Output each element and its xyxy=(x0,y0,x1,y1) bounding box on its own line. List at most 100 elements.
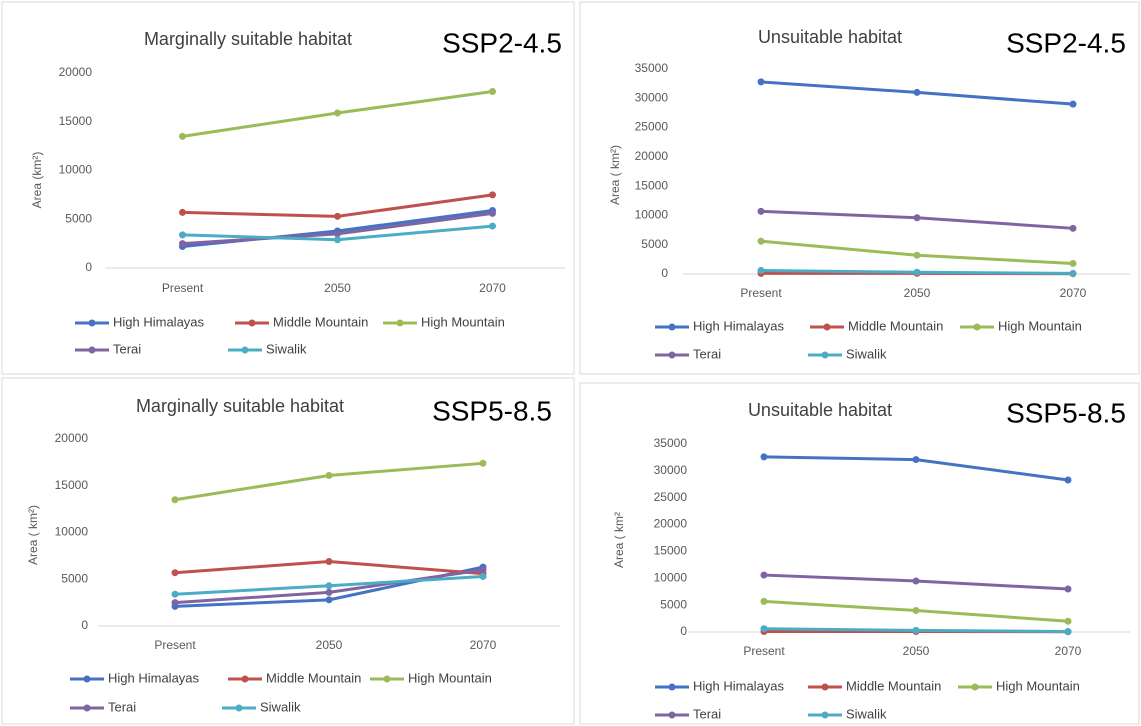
y-tick-label: 0 xyxy=(680,624,687,638)
legend-marker xyxy=(668,351,676,359)
point xyxy=(325,557,333,565)
point xyxy=(760,453,768,461)
y-tick-label: 25000 xyxy=(635,120,669,134)
chart-title: Unsuitable habitat xyxy=(758,27,902,47)
point xyxy=(913,88,921,96)
scenario-label: SSP2-4.5 xyxy=(442,27,562,58)
chart-title: Marginally suitable habitat xyxy=(144,29,352,49)
legend-marker xyxy=(241,675,249,683)
y-tick-label: 15000 xyxy=(59,114,93,128)
legend-marker xyxy=(88,319,96,327)
point xyxy=(1064,476,1072,484)
y-tick-label: 20000 xyxy=(55,431,89,445)
y-tick-label: 5000 xyxy=(660,597,687,611)
point xyxy=(760,597,768,605)
point xyxy=(171,569,179,577)
point xyxy=(325,471,333,479)
point xyxy=(325,588,333,596)
legend-label: High Mountain xyxy=(421,314,505,329)
point xyxy=(334,212,341,220)
point xyxy=(325,596,333,604)
legend-label: High Himalayas xyxy=(113,314,205,329)
x-tick-label: 2070 xyxy=(470,638,497,652)
point xyxy=(1069,259,1077,267)
panel-border xyxy=(1,1,575,375)
y-tick-label: 20000 xyxy=(654,517,688,531)
legend-marker xyxy=(241,346,249,354)
legend-marker xyxy=(668,323,676,331)
chart-title: Marginally suitable habitat xyxy=(136,396,344,416)
y-tick-label: 10000 xyxy=(55,525,89,539)
y-tick-label: 0 xyxy=(81,618,88,632)
legend-label: High Mountain xyxy=(996,678,1080,693)
legend-marker xyxy=(823,323,831,331)
x-tick-label: 2050 xyxy=(904,286,931,300)
point xyxy=(913,251,921,259)
legend-marker xyxy=(235,704,243,712)
legend-marker xyxy=(668,683,676,691)
point xyxy=(489,222,496,230)
y-tick-label: 35000 xyxy=(635,61,669,75)
legend-label: Middle Mountain xyxy=(848,318,943,333)
point xyxy=(1069,100,1077,108)
y-tick-label: 35000 xyxy=(654,436,688,450)
x-tick-label: Present xyxy=(162,281,204,295)
x-tick-label: 2050 xyxy=(316,638,343,652)
legend-marker xyxy=(396,319,404,327)
point xyxy=(489,191,496,199)
legend-label: Middle Mountain xyxy=(846,678,941,693)
legend-marker xyxy=(821,683,829,691)
point xyxy=(489,209,496,217)
point xyxy=(334,236,341,244)
legend-label: Siwalik xyxy=(266,341,307,356)
legend-label: Siwalik xyxy=(260,699,301,714)
panel-border xyxy=(579,382,1140,725)
legend-label: Middle Mountain xyxy=(266,670,361,685)
y-tick-label: 0 xyxy=(661,266,668,280)
x-tick-label: 2050 xyxy=(324,281,351,295)
point xyxy=(757,237,765,245)
y-axis-label: Area (km²) xyxy=(30,152,44,209)
point xyxy=(1069,269,1077,277)
point xyxy=(913,214,921,222)
point xyxy=(1064,585,1072,593)
point xyxy=(757,266,765,274)
point xyxy=(179,240,186,248)
x-tick-label: 2070 xyxy=(1060,286,1087,300)
x-tick-label: 2050 xyxy=(903,644,930,658)
point xyxy=(760,571,768,579)
y-tick-label: 10000 xyxy=(635,208,669,222)
x-tick-label: Present xyxy=(740,286,782,300)
panel-border xyxy=(579,1,1140,375)
point xyxy=(912,626,920,634)
point xyxy=(489,88,496,96)
y-tick-label: 5000 xyxy=(641,237,668,251)
legend-label: High Himalayas xyxy=(108,670,200,685)
point xyxy=(325,582,333,590)
point xyxy=(179,132,186,140)
legend-marker xyxy=(88,346,96,354)
point xyxy=(1064,617,1072,625)
legend-marker xyxy=(821,711,829,719)
legend-label: Siwalik xyxy=(846,346,887,361)
legend-label: High Himalayas xyxy=(693,318,785,333)
y-tick-label: 30000 xyxy=(635,90,669,104)
legend-label: High Mountain xyxy=(998,318,1082,333)
legend-marker xyxy=(383,675,391,683)
legend-label: Terai xyxy=(108,699,136,714)
chart-title: Unsuitable habitat xyxy=(748,400,892,420)
point xyxy=(757,78,765,86)
legend-marker xyxy=(971,683,979,691)
legend-label: Terai xyxy=(113,341,141,356)
legend-label: Terai xyxy=(693,346,721,361)
y-tick-label: 10000 xyxy=(654,570,688,584)
legend-label: Siwalik xyxy=(846,706,887,721)
y-tick-label: 10000 xyxy=(59,163,93,177)
point xyxy=(1064,627,1072,635)
point xyxy=(171,590,179,598)
scenario-label: SSP2-4.5 xyxy=(1006,27,1126,58)
y-tick-label: 5000 xyxy=(61,571,88,585)
scenario-label: SSP5-8.5 xyxy=(1006,397,1126,428)
point xyxy=(760,625,768,633)
point xyxy=(334,230,341,238)
